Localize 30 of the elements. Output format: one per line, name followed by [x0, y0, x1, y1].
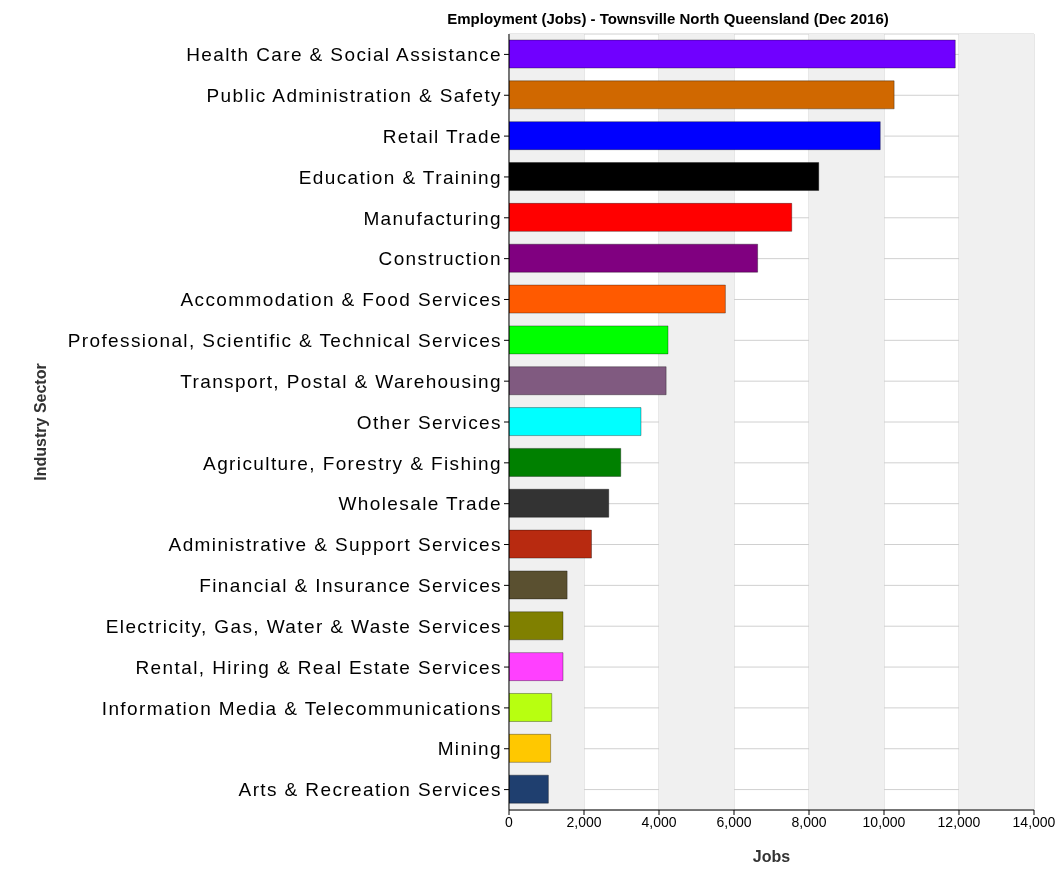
y-tick-label: Retail Trade — [382, 125, 502, 147]
y-tick-label: Construction — [378, 248, 502, 270]
y-tick-label: Administrative & Support Services — [168, 534, 502, 556]
y-tick-label: Public Administration & Safety — [206, 85, 502, 107]
chart-title: Employment (Jobs) - Townsville North Queensland (Dec 2016) — [446, 10, 890, 27]
x-tick-label: 6,000 — [716, 813, 752, 830]
y-axis-title: Industry Sector — [31, 363, 49, 481]
x-tick-label: 12,000 — [937, 813, 981, 830]
y-tick-label: Electricity, Gas, Water & Waste Services — [105, 615, 502, 637]
y-tick-label: Transport, Postal & Warehousing — [180, 370, 502, 392]
y-tick-label: Manufacturing — [363, 207, 502, 229]
y-tick-label: Health Care & Social Assistance — [186, 44, 502, 66]
y-tick-label: Agriculture, Forestry & Fishing — [203, 452, 502, 474]
y-tick-label: Rental, Hiring & Real Estate Services — [135, 656, 502, 678]
x-tick-label: 0 — [505, 813, 514, 830]
x-tick-label: 8,000 — [791, 813, 827, 830]
y-tick-label: Professional, Scientific & Technical Services — [67, 330, 502, 352]
y-tick-label: Mining — [437, 738, 502, 760]
y-tick-label: Information Media & Telecommunications — [101, 697, 502, 719]
x-tick-label: 10,000 — [862, 813, 906, 830]
y-tick-label: Arts & Recreation Services — [238, 779, 502, 801]
x-tick-label: 4,000 — [641, 813, 677, 830]
y-tick-label: Accommodation & Food Services — [180, 289, 502, 311]
x-tick-label: 2,000 — [566, 813, 602, 830]
y-tick-label: Education & Training — [298, 166, 502, 188]
x-axis-title: Jobs — [752, 848, 791, 865]
y-tick-label: Financial & Insurance Services — [199, 575, 502, 597]
y-tick-label: Wholesale Trade — [338, 493, 502, 515]
y-tick-label: Other Services — [356, 411, 502, 433]
x-tick-label: 14,000 — [1012, 813, 1056, 830]
